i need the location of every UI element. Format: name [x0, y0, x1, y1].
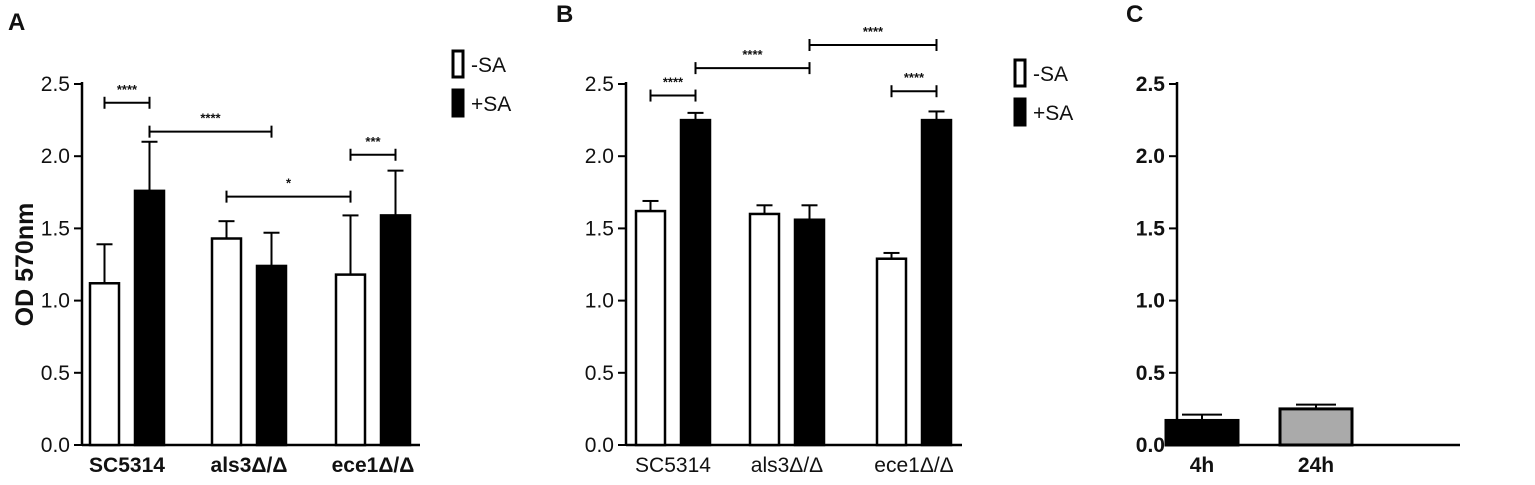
- y-tick-label: 0.0: [585, 434, 614, 457]
- bar-minus-sa: [334, 273, 367, 447]
- y-tick-label: 1.0: [41, 290, 70, 313]
- legend-swatch-minus-sa: [451, 49, 465, 79]
- panel-letter-a: A: [8, 9, 25, 36]
- x-category-label: 24h: [1298, 454, 1334, 477]
- legend-label: -SA: [1033, 63, 1068, 86]
- y-tick-label: 1.5: [1136, 217, 1166, 240]
- y-tick-label: 2.5: [585, 73, 614, 96]
- y-axis-label: OD 570nm: [11, 203, 39, 327]
- panel-letter-b: B: [556, 1, 573, 28]
- significance-label: ****: [663, 75, 684, 90]
- bar-plus-sa: [679, 118, 712, 447]
- bar-minus-sa: [748, 212, 781, 447]
- y-tick-label: 0.0: [1136, 434, 1165, 457]
- significance-label: ***: [365, 134, 381, 149]
- significance-label: ****: [117, 82, 138, 97]
- bar-24h: [1278, 407, 1354, 447]
- x-category-label: SC5314: [89, 454, 165, 477]
- bar-plus-sa: [255, 264, 288, 447]
- y-tick-label: 2.5: [1136, 73, 1166, 96]
- significance-label: ****: [863, 24, 884, 39]
- x-category-label: ece1Δ/Δ: [332, 454, 415, 477]
- y-tick-label: 0.0: [41, 434, 70, 457]
- x-category-label: SC5314: [635, 454, 711, 477]
- x-category-label: als3Δ/Δ: [751, 454, 823, 477]
- significance-label: ****: [742, 47, 763, 62]
- bar-minus-sa: [210, 237, 243, 447]
- bar-minus-sa: [88, 282, 121, 447]
- panel-letter-c: C: [1126, 1, 1143, 28]
- y-tick-label: 2.0: [585, 145, 614, 168]
- bar-4h: [1164, 418, 1240, 447]
- legend-label: +SA: [471, 93, 511, 116]
- bar-minus-sa: [875, 257, 908, 447]
- legend-label: +SA: [1033, 102, 1073, 125]
- significance-label: ****: [904, 70, 925, 85]
- bar-plus-sa: [379, 214, 412, 447]
- bar-plus-sa: [133, 189, 166, 447]
- bar-minus-sa: [634, 209, 667, 447]
- legend-swatch-plus-sa: [1013, 97, 1027, 127]
- y-tick-label: 0.5: [585, 362, 614, 385]
- y-tick-label: 2.0: [41, 145, 70, 168]
- legend-swatch-plus-sa: [451, 88, 465, 118]
- y-tick-label: 2.0: [1136, 145, 1165, 168]
- y-tick-label: 0.5: [1136, 362, 1166, 385]
- significance-label: *: [286, 176, 292, 191]
- y-tick-label: 1.5: [585, 217, 614, 240]
- legend-swatch-minus-sa: [1013, 58, 1027, 88]
- y-tick-label: 1.0: [1136, 290, 1165, 313]
- x-category-label: ece1Δ/Δ: [874, 454, 953, 477]
- legend-label: -SA: [471, 54, 506, 77]
- y-tick-label: 1.0: [585, 290, 614, 313]
- y-tick-label: 0.5: [41, 362, 70, 385]
- bar-plus-sa: [793, 218, 826, 447]
- y-tick-label: 2.5: [41, 73, 70, 96]
- y-tick-label: 1.5: [41, 217, 70, 240]
- x-category-label: 4h: [1190, 454, 1215, 477]
- x-category-label: als3Δ/Δ: [211, 454, 288, 477]
- bar-plus-sa: [920, 118, 953, 447]
- significance-label: ****: [200, 111, 221, 126]
